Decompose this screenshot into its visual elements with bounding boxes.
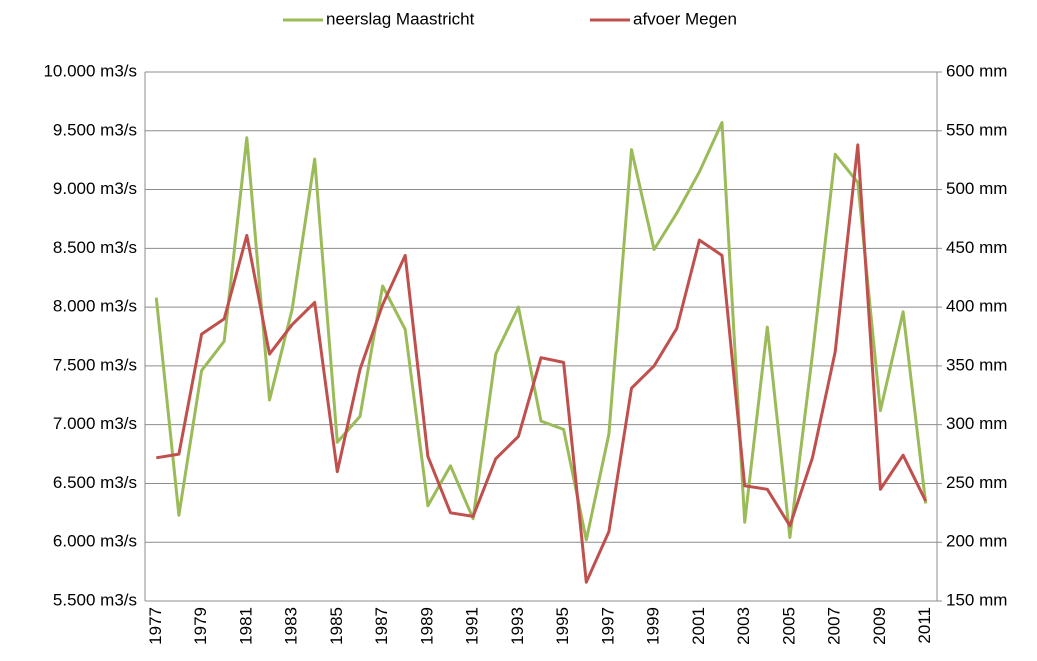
x-tick-label: 1987: [372, 607, 391, 645]
y-tick-label: 9.500 m3/s: [53, 120, 137, 139]
x-tick-label: 1999: [644, 607, 663, 645]
y-tick-label: 8.000 m3/s: [53, 297, 137, 316]
y2-tick-label: 600 mm: [946, 61, 1007, 80]
y2-tick-label: 500 mm: [946, 179, 1007, 198]
x-tick-label: 1991: [463, 607, 482, 645]
x-tick-label: 1977: [146, 607, 165, 645]
x-tick-label: 1985: [327, 607, 346, 645]
y-tick-label: 5.500 m3/s: [53, 590, 137, 609]
series-line: [154, 121, 928, 542]
y-tick-label: 6.500 m3/s: [53, 473, 137, 492]
x-tick-label: 1981: [236, 607, 255, 645]
x-tick-label: 1989: [417, 607, 436, 645]
x-tick-label: 1997: [598, 607, 617, 645]
y2-tick-label: 350 mm: [946, 355, 1007, 374]
y2-tick-label: 150 mm: [946, 590, 1007, 609]
y-tick-label: 8.500 m3/s: [53, 238, 137, 257]
y2-tick-label: 300 mm: [946, 414, 1007, 433]
x-tick-label: 1983: [282, 607, 301, 645]
y-tick-label: 7.500 m3/s: [53, 355, 137, 374]
y2-tick-label: 250 mm: [946, 473, 1007, 492]
x-tick-label: 2007: [825, 607, 844, 645]
x-tick-label: 1979: [191, 607, 210, 645]
legend-label: neerslag Maastricht: [326, 9, 475, 28]
x-tick-label: 2001: [689, 607, 708, 645]
y-tick-label: 7.000 m3/s: [53, 414, 137, 433]
series-line: [156, 143, 928, 584]
y2-tick-label: 450 mm: [946, 238, 1007, 257]
y-tick-label: 10.000 m3/s: [43, 61, 137, 80]
y2-tick-label: 550 mm: [946, 120, 1007, 139]
y2-tick-label: 400 mm: [946, 297, 1007, 316]
y-tick-label: 6.000 m3/s: [53, 532, 137, 551]
x-tick-label: 1993: [508, 607, 527, 645]
legend-label: afvoer Megen: [633, 9, 737, 28]
x-tick-label: 2011: [915, 607, 934, 644]
y2-tick-label: 200 mm: [946, 532, 1007, 551]
x-tick-label: 2003: [734, 607, 753, 645]
x-tick-label: 2009: [870, 607, 889, 645]
x-tick-label: 2005: [779, 607, 798, 645]
x-tick-label: 1995: [553, 607, 572, 645]
y-tick-label: 9.000 m3/s: [53, 179, 137, 198]
